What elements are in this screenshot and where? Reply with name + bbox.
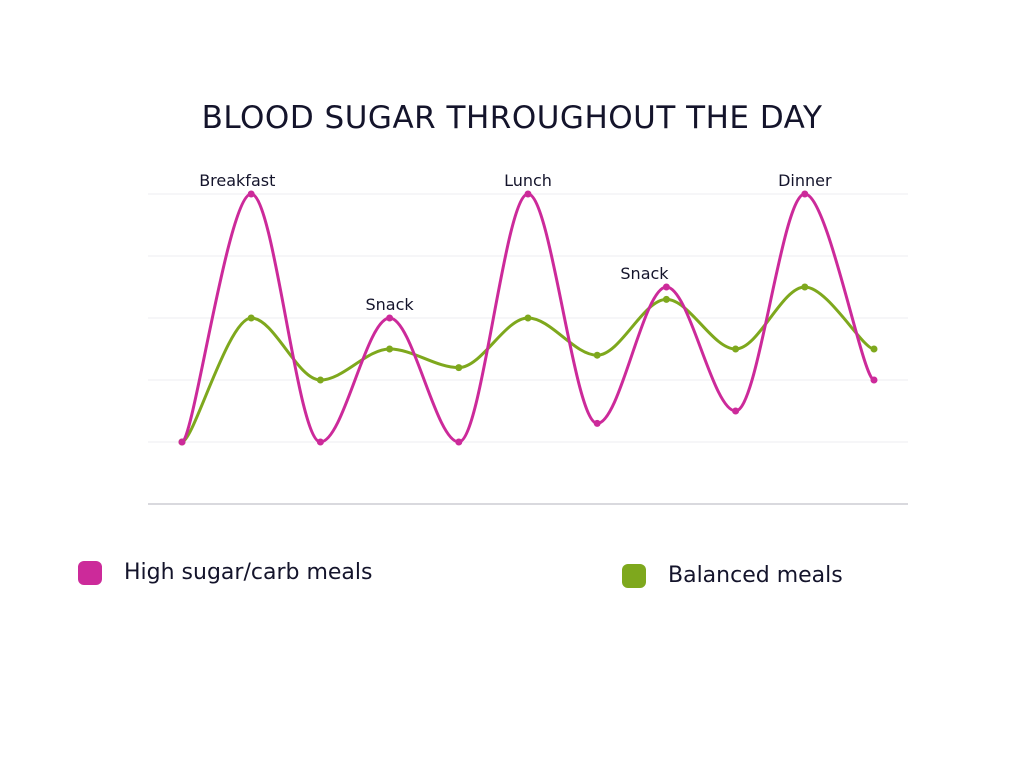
legend-swatch-balanced	[622, 563, 646, 588]
point-balanced-9	[801, 283, 809, 291]
point-high-sugar-4	[455, 438, 463, 446]
annotations: Breakfast Snack Lunch Snack Dinner	[199, 171, 832, 314]
point-balanced-8	[732, 345, 740, 353]
annotation-breakfast-0: Breakfast	[199, 171, 275, 190]
chart-title: BLOOD SUGAR THROUGHOUT THE DAY	[201, 100, 823, 136]
point-balanced-4	[455, 364, 463, 372]
point-high-sugar-0	[178, 438, 186, 446]
point-high-sugar-9	[801, 190, 809, 198]
annotation-snack-3: Snack	[620, 264, 669, 283]
grid-lines	[148, 193, 908, 505]
point-high-sugar-3	[386, 314, 394, 322]
point-balanced-1	[247, 314, 255, 322]
point-high-sugar-6	[593, 419, 601, 427]
point-high-sugar-7	[662, 283, 670, 291]
point-high-sugar-5	[524, 190, 532, 198]
point-high-sugar-2	[316, 438, 324, 446]
legend-label-balanced: Balanced meals	[668, 563, 843, 588]
point-balanced-6	[593, 351, 601, 359]
point-high-sugar-1	[247, 190, 255, 198]
data-points	[178, 190, 878, 446]
point-balanced-5	[524, 314, 532, 322]
annotation-snack-1: Snack	[366, 295, 415, 314]
point-balanced-10	[870, 345, 878, 353]
point-high-sugar-10	[870, 376, 878, 384]
legend-item-high-sugar: High sugar/carb meals	[78, 560, 372, 585]
point-high-sugar-8	[732, 407, 740, 415]
annotation-lunch-2: Lunch	[504, 171, 552, 190]
legend-item-balanced: Balanced meals	[622, 563, 843, 588]
series-line-high-sugar	[180, 192, 876, 444]
legend-label-high-sugar: High sugar/carb meals	[124, 560, 373, 585]
legend-swatch-high-sugar	[78, 560, 102, 585]
point-balanced-3	[386, 345, 394, 353]
point-balanced-2	[316, 376, 324, 384]
annotation-dinner-4: Dinner	[778, 171, 832, 190]
point-balanced-7	[662, 295, 670, 303]
